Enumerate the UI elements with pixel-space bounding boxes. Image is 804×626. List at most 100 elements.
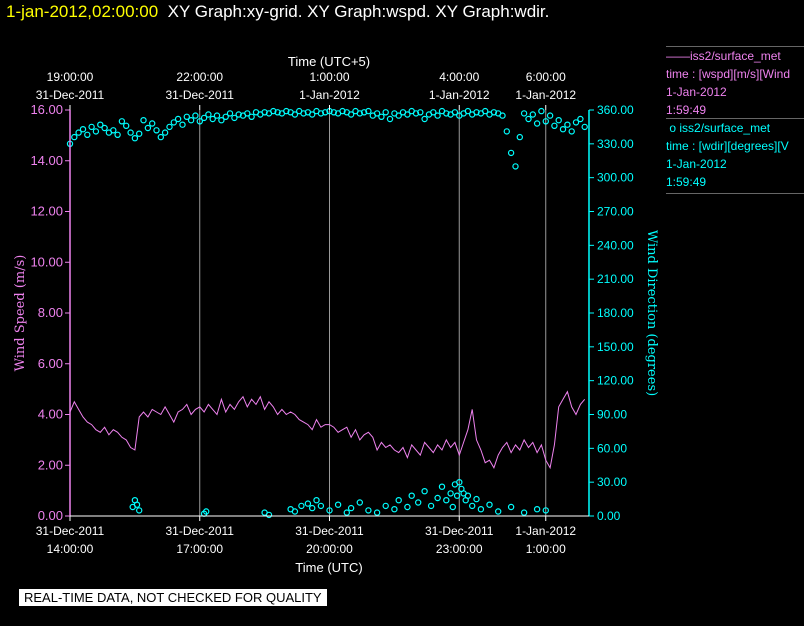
wdir-low-point [542,507,550,514]
wdir-point [559,125,567,133]
wdir-low-point [298,502,305,510]
wdir-point [291,111,299,118]
axes-layer: 0.00 2.00 4.00 6.00 8.00 10.00 12.00 14.00 16.00… [30,70,634,556]
right-axis-tick-label: 300.00 [597,171,634,185]
wdir-point [430,109,437,116]
wdir-point [417,109,424,116]
legend-wdir-date: 1-Jan-2012 [666,157,727,171]
wdir-point [443,110,450,117]
wdir-low-point [447,490,454,497]
wdir-point [464,107,472,115]
right-axis-tick-label: 60.00 [597,441,627,455]
left-axis-tick-label: 14.00 [30,153,63,168]
wdir-point [101,124,108,132]
wdir-point [174,115,182,123]
wdir-low-point [356,499,363,506]
wdir-series [66,107,588,519]
right-axis-tick-label: 210.00 [597,272,634,286]
wdir-point [482,107,489,115]
wdir-point [244,110,251,117]
wdir-low-point [427,502,435,510]
bottom-axis-tick-label: 20:00:00 [306,542,353,556]
right-axis-tick-label: 120.00 [597,374,634,388]
wdir-point [222,113,229,121]
right-axis-tick-label: 330.00 [597,137,634,151]
top-axis-tick-label: 1-Jan-2012 [515,88,576,102]
wdir-point [568,128,575,135]
left-axis-tick-label: 16.00 [30,102,63,117]
wdir-point [166,123,173,131]
wdir-point [157,133,164,141]
right-axis-tick-label: 90.00 [597,408,627,422]
wdir-point [360,109,368,116]
top-axis-tick-label: 1-Jan-2012 [299,88,360,102]
left-axis-label: Wind Speed (m/s) [13,255,28,372]
legend-wspd-name: iss2/surface_met [690,49,781,63]
wdir-point [209,115,216,123]
wdir-low-point [202,508,210,515]
wdir-point [507,149,515,157]
wdir-point [131,134,139,142]
wdir-low-point [404,503,411,511]
wdir-point [451,109,459,116]
wdir-point [170,119,177,126]
wdir-low-point [421,488,428,495]
wdir-low-point [464,492,472,499]
wspd-series [69,390,586,470]
legend-wspd-variable: time : [wspd][m/s][Wind [666,67,791,81]
wdir-point [283,107,290,115]
quality-warning: REAL-TIME DATA, NOT CHECKED FOR QUALITY [19,589,327,606]
wdir-point [226,110,234,117]
wdir-low-point [347,504,355,512]
wdir-low-point [343,509,350,516]
wdir-point [330,109,337,116]
header-title: 1-jan-2012,02:00:00 XY Graph:xy-grid. XY… [6,2,549,22]
wspd-line [69,390,586,470]
wdir-low-point [477,506,485,513]
wdir-low-point [456,479,463,486]
wdir-point [309,111,316,118]
wdir-point [317,110,325,117]
right-axis-tick-label: 0.00 [597,509,621,523]
wdir-point [127,129,134,136]
wdir-point [88,123,95,131]
wdir-point [365,107,372,115]
wdir-low-point [453,492,461,499]
wdir-low-point [495,508,502,515]
top-axis-tick-label: 19:00:00 [47,70,94,84]
wdir-point [382,109,389,116]
wdir-point [577,115,584,123]
wdir-low-point [415,499,422,506]
bottom-axis-tick-label: 1:00:00 [526,542,566,556]
wdir-low-point [438,483,446,490]
bottom-axis-tick-label: 1-Jan-2012 [515,524,576,538]
legend-wdir-time: 1:59:49 [666,175,707,189]
top-axis-tick-label: 1-Jan-2012 [429,88,490,102]
wdir-low-point [135,507,143,514]
right-axis-label: Wind Direction (degrees) [644,230,659,396]
left-axis-tick-label: 10.00 [30,254,63,269]
wdir-point [520,110,528,117]
wdir-point [529,111,537,118]
wdir-point [231,114,238,122]
header-graph-list: XY Graph:xy-grid. XY Graph:wspd. XY Grap… [167,2,550,21]
wdir-point [248,113,255,121]
wdir-point [516,133,524,141]
wdir-point [322,109,329,116]
left-axis-tick-label: 12.00 [30,204,63,219]
wdir-point [270,107,277,115]
wdir-point [213,112,221,119]
wdir-point [546,112,554,119]
legend-wspd-time: 1:59:49 [666,103,707,117]
wdir-point [79,125,87,133]
right-axis-tick-label: 240.00 [597,238,634,252]
wdir-point [71,133,78,141]
header-timestamp: 1-jan-2012,02:00:00 [6,2,159,21]
wdir-low-point [408,492,415,499]
left-axis-tick-label: 2.00 [38,457,63,472]
wdir-point [274,109,281,116]
wdir-point [92,128,100,135]
wdir-point [378,113,385,121]
wdir-point [196,118,203,125]
